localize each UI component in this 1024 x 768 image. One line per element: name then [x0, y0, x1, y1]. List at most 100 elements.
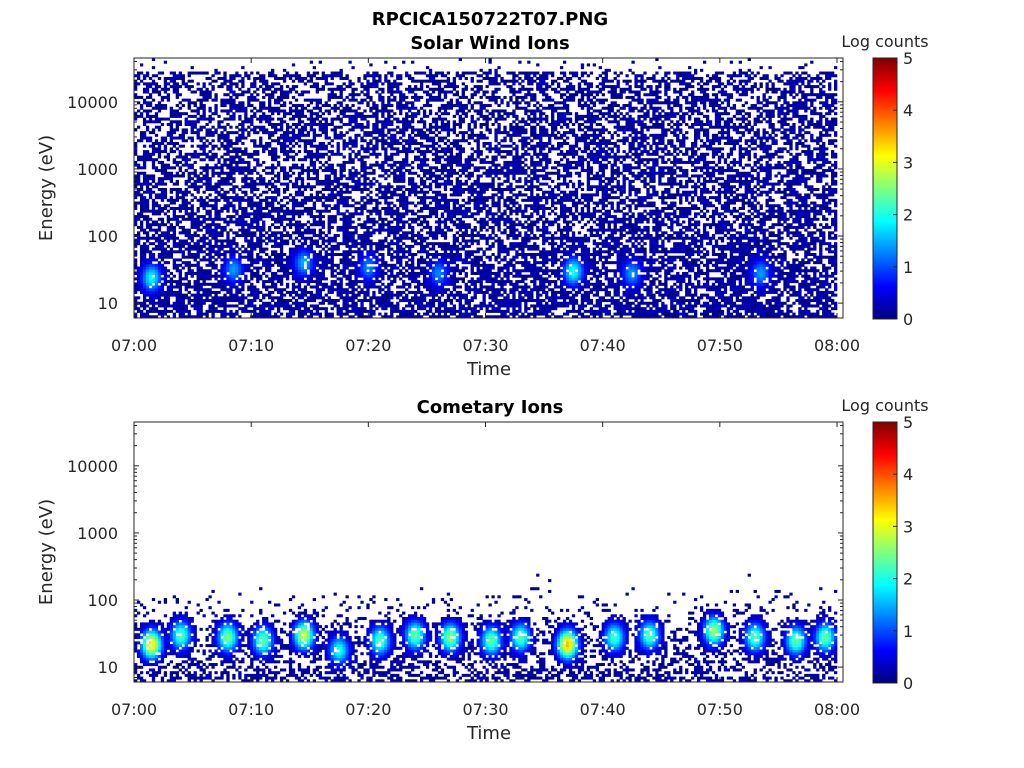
heatmap-cell [196, 271, 200, 275]
heatmap-cell [181, 293, 185, 297]
heatmap-cell [729, 296, 734, 300]
heatmap-cell [271, 304, 275, 308]
heatmap-cell [601, 255, 605, 259]
heatmap-cell [649, 301, 653, 305]
heatmap-cell [375, 296, 379, 300]
heatmap-cell [741, 290, 745, 294]
heatmap-cell [780, 290, 784, 294]
heatmap-cell [777, 312, 781, 316]
heatmap-cell [157, 274, 162, 278]
heatmap-cell [622, 293, 626, 297]
heatmap-cell [652, 277, 656, 281]
heatmap-cell [705, 253, 710, 257]
heatmap-cell [366, 274, 370, 278]
heatmap-cell [169, 309, 174, 313]
heatmap-cell [145, 288, 150, 292]
heatmap-cell [291, 296, 296, 300]
heatmap-cell [250, 239, 254, 243]
heatmap-cell [753, 258, 757, 262]
heatmap-cell [425, 285, 430, 289]
heatmap-cell [613, 247, 617, 251]
heatmap-cell [798, 269, 802, 273]
heatmap-cell [151, 280, 156, 284]
heatmap-cell [458, 312, 462, 316]
heatmap-cell [759, 312, 763, 316]
heatmap-cell [291, 261, 296, 265]
heatmap-cell [774, 255, 778, 259]
heatmap-cell [533, 263, 537, 267]
heatmap-cell [747, 250, 751, 254]
heatmap-cell [673, 244, 677, 248]
heatmap-cell [554, 293, 558, 297]
heatmap-cell [396, 296, 400, 300]
heatmap-cell [753, 290, 757, 294]
heatmap-cell [226, 274, 230, 278]
heatmap-cell [315, 253, 319, 257]
heatmap-cell [321, 258, 325, 262]
heatmap-cell [622, 244, 626, 248]
heatmap-cell [485, 304, 489, 308]
heatmap-cell [276, 253, 281, 257]
heatmap-cell [342, 312, 346, 316]
heatmap-cell [801, 299, 805, 303]
heatmap-cell [580, 277, 585, 281]
heatmap-cell [774, 307, 778, 311]
heatmap-cell [166, 234, 171, 238]
heatmap-cell [190, 274, 194, 278]
heatmap-cell [616, 277, 620, 281]
heatmap-cell [402, 290, 406, 294]
heatmap-cell [515, 234, 519, 238]
heatmap-cell [196, 250, 200, 254]
heatmap-cell [250, 261, 254, 265]
heatmap-cell [375, 258, 379, 262]
heatmap-cell [342, 253, 346, 257]
heatmap-cell [741, 301, 745, 305]
heatmap-cell [810, 304, 814, 308]
heatmap-cell [428, 304, 433, 308]
heatmap-cell [521, 242, 525, 246]
heatmap-cell [577, 261, 582, 265]
heatmap-cell [738, 307, 742, 311]
heatmap-cell [476, 247, 480, 251]
heatmap-cell [586, 266, 591, 270]
heatmap-cell [741, 258, 745, 262]
heatmap-cell [455, 269, 459, 273]
heatmap-cell [253, 309, 257, 313]
heatmap-cell [825, 293, 829, 297]
heatmap-cell [446, 307, 451, 311]
heatmap-cell [676, 271, 680, 275]
heatmap-cell [357, 309, 361, 313]
heatmap-cell [652, 239, 656, 243]
heatmap-cell [199, 285, 203, 289]
heatmap-cell [762, 258, 766, 262]
heatmap-cell [279, 255, 284, 259]
heatmap-cell [309, 293, 314, 297]
heatmap-cell [271, 244, 275, 248]
heatmap-cell [235, 261, 239, 265]
heatmap-cell [157, 239, 162, 243]
heatmap-cell [458, 290, 462, 294]
heatmap-cell [205, 290, 209, 294]
heatmap-cell [479, 290, 483, 294]
heatmap-cell [679, 301, 683, 305]
heatmap-cell [831, 290, 835, 294]
heatmap-cell [214, 296, 218, 300]
heatmap-cell [551, 234, 555, 238]
heatmap-cell [196, 280, 200, 284]
heatmap-cell [515, 255, 519, 259]
heatmap-cell [536, 247, 540, 251]
heatmap-cell [580, 236, 585, 240]
heatmap-cell [786, 315, 790, 319]
heatmap-cell [798, 296, 802, 300]
heatmap-cell [455, 309, 459, 313]
heatmap-cell [643, 301, 647, 305]
heatmap-cell [268, 285, 272, 289]
heatmap-cell [294, 277, 299, 281]
heatmap-cell [562, 274, 567, 278]
heatmap-cell [300, 269, 305, 273]
heatmap-cell [351, 309, 355, 313]
heatmap-cell [419, 247, 424, 251]
heatmap-cell [262, 239, 266, 243]
heatmap-cell [375, 277, 379, 281]
heatmap-cell [616, 244, 620, 248]
